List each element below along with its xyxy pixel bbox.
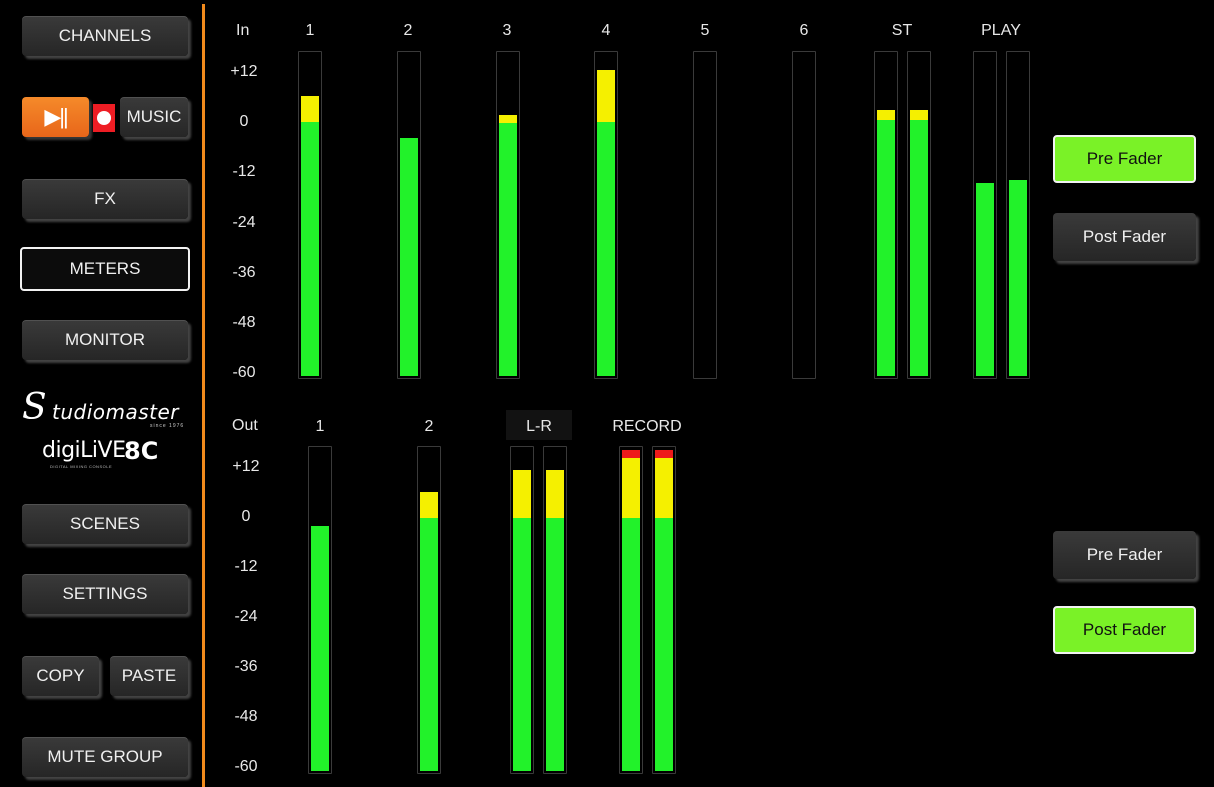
output_section-scale-label: -36 [234, 658, 258, 675]
input_section-channel-label: 1 [305, 22, 315, 39]
input_section-meter-bar [298, 51, 322, 379]
input_section-scale-label: 0 [239, 113, 249, 131]
meter-level-green [622, 518, 640, 771]
fx-button[interactable]: FX [22, 179, 188, 219]
output_section-meter-bar [652, 446, 676, 774]
sidebar: CHANNELS ▶|| MUSIC FX METERS MONITOR S t… [0, 0, 204, 787]
meter-level-green [1009, 179, 1027, 376]
play-pause-button[interactable]: ▶|| [22, 97, 89, 137]
output_section-meter-bar [308, 446, 332, 774]
input-pre-fader-button[interactable]: Pre Fader [1053, 135, 1196, 183]
output_section-scale-label: -24 [234, 608, 258, 625]
meter-level-yellow [622, 458, 640, 519]
input_section-scale-label: -60 [232, 364, 256, 382]
input_section-meter-bar [594, 51, 618, 379]
meter-level-yellow [597, 69, 615, 122]
input_section-channel-label: 6 [799, 22, 809, 39]
meter-level-red [655, 450, 673, 459]
input_section-meter-bar [874, 51, 898, 379]
lr-label-background [506, 410, 572, 440]
channels-button[interactable]: CHANNELS [22, 16, 188, 56]
music-button[interactable]: MUSIC [120, 97, 188, 137]
output_section-title: Out [232, 417, 258, 434]
input_section-channel-label: 2 [403, 22, 413, 39]
input_section-meter-bar [496, 51, 520, 379]
output_section-channel-label: 1 [315, 418, 325, 435]
input_section-channel-label: ST [891, 22, 913, 39]
output_section-scale-label: 0 [241, 508, 251, 525]
record-icon [97, 111, 111, 125]
input_section-scale-label: -12 [232, 163, 256, 181]
input_section-meter-bar [397, 51, 421, 379]
input_section-meter-bar [907, 51, 931, 379]
meter-level-yellow [499, 115, 517, 124]
output_section-meter-bar [417, 446, 441, 774]
input_section-scale-label: -24 [232, 213, 256, 231]
meter-level-yellow [301, 95, 319, 122]
meter-level-yellow [910, 110, 928, 121]
meter-level-yellow [655, 458, 673, 519]
input-post-fader-button[interactable]: Post Fader [1053, 213, 1196, 261]
output_section-channel-label: RECORD [612, 418, 682, 435]
digilive-logo: digiLiVE 8C DIGITAL MIXING CONSOLE [42, 437, 159, 469]
meter-level-red [622, 450, 640, 459]
meter-level-green [513, 518, 531, 771]
output_section-scale-label: -60 [234, 758, 258, 775]
studiomaster-logo: S tudiomaster since 1976 [22, 387, 185, 430]
meter-level-yellow [546, 469, 564, 519]
input_section-channel-label: 3 [502, 22, 512, 39]
meter-level-green [976, 183, 994, 376]
input_section-scale-label: +12 [230, 63, 258, 80]
sidebar-divider [202, 4, 205, 787]
input_section-meter-bar [1006, 51, 1030, 379]
meter-level-green [311, 526, 329, 771]
output_section-scale-label: -48 [234, 708, 258, 725]
meter-level-green [420, 518, 438, 771]
output_section-channel-label: L-R [526, 418, 552, 435]
output_section-scale-label: +12 [232, 458, 260, 475]
input_section-channel-label: 4 [601, 22, 611, 39]
meter-level-green [301, 121, 319, 376]
input_section-channel-label: 5 [700, 22, 710, 39]
copy-button[interactable]: COPY [22, 656, 99, 696]
scenes-button[interactable]: SCENES [22, 504, 188, 544]
input_section-meter-bar [693, 51, 717, 379]
meter-level-yellow [513, 469, 531, 519]
meter-level-yellow [877, 110, 895, 121]
meter-level-green [655, 518, 673, 771]
input_section-meter-bar [792, 51, 816, 379]
output_section-channel-label: 2 [424, 418, 434, 435]
output_section-scale-label: -12 [234, 558, 258, 575]
meter-level-green [400, 137, 418, 376]
settings-button[interactable]: SETTINGS [22, 574, 188, 614]
output_section-meter-bar [510, 446, 534, 774]
meters-button[interactable]: METERS [20, 247, 190, 291]
monitor-button[interactable]: MONITOR [22, 320, 188, 360]
input_section-scale-label: -36 [232, 263, 256, 281]
output-post-fader-button[interactable]: Post Fader [1053, 606, 1196, 654]
meter-level-green [499, 123, 517, 376]
meter-level-green [877, 120, 895, 376]
meter-level-green [910, 120, 928, 376]
meter-level-green [597, 121, 615, 376]
input_section-scale-label: -48 [232, 314, 256, 331]
input_section-title: In [236, 22, 250, 39]
paste-button[interactable]: PASTE [110, 656, 188, 696]
record-button[interactable] [93, 104, 115, 132]
output-pre-fader-button[interactable]: Pre Fader [1053, 531, 1196, 579]
output_section-meter-bar [543, 446, 567, 774]
input_section-channel-label: PLAY [981, 22, 1021, 39]
meter-level-green [546, 518, 564, 771]
mute-group-button[interactable]: MUTE GROUP [22, 737, 188, 777]
output_section-meter-bar [619, 446, 643, 774]
input_section-meter-bar [973, 51, 997, 379]
meter-level-yellow [420, 492, 438, 519]
play-pause-icon: ▶|| [44, 104, 68, 129]
